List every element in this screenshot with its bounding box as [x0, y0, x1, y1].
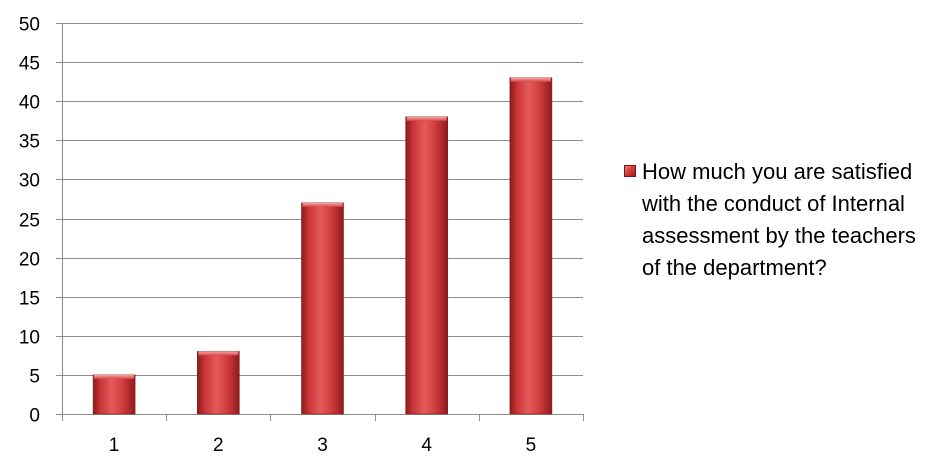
x-tick-label: 1	[109, 435, 120, 456]
y-tick-label: 30	[19, 171, 40, 192]
legend-label: How much you are satisfied with the cond…	[642, 159, 916, 280]
x-tick-label: 5	[526, 435, 537, 456]
bar-group	[197, 351, 240, 415]
bar	[92, 374, 136, 415]
y-tick-label: 10	[19, 328, 40, 349]
legend: How much you are satisfied with the cond…	[624, 156, 929, 284]
x-tick-label: 3	[317, 435, 328, 456]
bar-group	[509, 77, 553, 415]
y-axis-tick-labels: 0 5 10 15 20 25 30 35 40 45 50	[19, 15, 40, 427]
legend-swatch	[624, 165, 636, 177]
bar	[197, 351, 240, 415]
y-tick-label: 40	[19, 93, 40, 114]
bar-group	[92, 374, 136, 415]
x-tick-label: 4	[421, 435, 432, 456]
y-tick-label: 50	[19, 15, 40, 36]
y-tick-label: 5	[29, 367, 40, 388]
bar-cap	[510, 77, 551, 82]
bar-group	[301, 202, 344, 415]
bar-cap	[302, 202, 343, 207]
axes	[56, 23, 584, 421]
bar-cap	[94, 374, 135, 379]
bar	[405, 116, 449, 415]
y-tick-label: 25	[19, 211, 40, 232]
y-tick-label: 15	[19, 289, 40, 310]
bar-cap	[406, 116, 447, 121]
y-tick-label: 35	[19, 132, 40, 153]
x-axis-tick-labels: 1 2 3 4 5	[109, 435, 536, 456]
bar-group	[405, 116, 449, 415]
x-tick-label: 2	[213, 435, 224, 456]
legend-item: How much you are satisfied with the cond…	[624, 156, 929, 284]
y-tick-label: 0	[29, 406, 40, 427]
bar	[301, 202, 344, 415]
bar-cap	[198, 351, 239, 356]
bar	[509, 77, 553, 415]
bars	[92, 77, 553, 415]
y-tick-label: 20	[19, 250, 40, 271]
y-tick-label: 45	[19, 54, 40, 75]
